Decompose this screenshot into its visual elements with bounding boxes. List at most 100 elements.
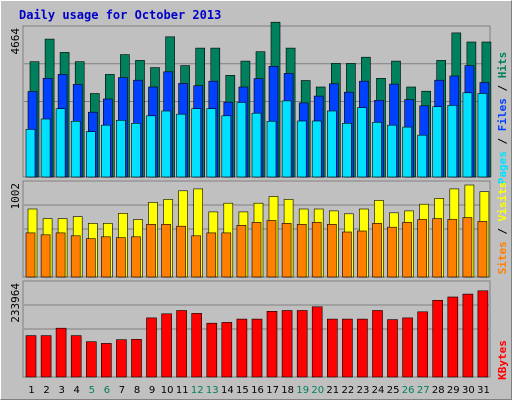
pages-bar-day-28 [432, 106, 443, 178]
kbytes-bar-day-23 [357, 318, 368, 378]
pages-bar-day-6 [101, 124, 111, 178]
x-tick-label-day-3: 3 [59, 385, 65, 396]
pages-bar-day-15 [236, 102, 247, 178]
pages-bar-day-2 [40, 118, 51, 178]
x-tick-label-day-22: 22 [342, 385, 355, 396]
x-tick-label-day-23: 23 [357, 385, 370, 396]
kbytes-bar-day-2 [40, 335, 52, 378]
x-tick-label-day-28: 28 [432, 385, 445, 396]
x-tick-label-day-16: 16 [251, 385, 264, 396]
x-axis-day-labels: 1 2 3 4 5 6 7 8 9 10 11 12 13 14 15 16 17 18 19 20 21 22 23 24 2… [28, 385, 490, 396]
panel-3-legend: KBytes [496, 340, 509, 380]
sites-bar-day-28 [432, 218, 443, 278]
pages-bar-day-10 [161, 110, 171, 178]
kbytes-bar-day-14 [221, 322, 233, 378]
sites-bar-day-5 [86, 238, 96, 278]
pages-bar-day-14 [221, 115, 232, 178]
panel-hits-files-pages: 4664 Pages / Files / Hits [9, 21, 509, 184]
x-tick-label-day-24: 24 [372, 385, 385, 396]
panel-2-ymax-label: 1002 [9, 183, 22, 210]
kbytes-bar-day-27 [417, 311, 429, 378]
sites-bar-day-10 [161, 224, 171, 278]
sites-bar-day-23 [357, 230, 367, 278]
legend-kbytes: KBytes [496, 340, 509, 380]
sites-bar-day-9 [146, 224, 156, 278]
x-tick-label-day-27: 27 [417, 385, 430, 396]
sites-bar-day-21 [326, 224, 337, 278]
pages-bar-day-30 [462, 92, 473, 178]
panel-3-ymax-label: 233964 [9, 283, 22, 323]
legend-visits: Visits [496, 182, 509, 222]
kbytes-bar-day-11 [176, 310, 187, 378]
sites-bar-day-30 [462, 217, 473, 278]
kbytes-bar-day-26 [402, 317, 413, 378]
sites-bar-day-1 [25, 232, 36, 278]
x-tick-label-day-12: 12 [191, 385, 204, 396]
x-tick-label-day-29: 29 [447, 385, 460, 396]
x-tick-label-day-10: 10 [161, 385, 174, 396]
legend-separator: / [496, 221, 509, 241]
kbytes-bar-day-13 [206, 322, 218, 378]
sites-bar-day-7 [116, 237, 126, 278]
pages-bar-day-26 [402, 126, 412, 178]
sites-bar-day-27 [417, 219, 428, 278]
kbytes-bar-day-7 [116, 339, 127, 378]
legend-hits: Hits [496, 52, 509, 79]
kbytes-bar-day-15 [236, 318, 248, 378]
kbytes-bar-day-5 [86, 341, 97, 378]
kbytes-bar-day-4 [70, 335, 82, 378]
pages-bar-day-5 [86, 131, 96, 178]
x-tick-label-day-20: 20 [311, 385, 324, 396]
panel-2-legend: Sites / Visits [496, 182, 509, 275]
x-tick-label-day-6: 6 [104, 385, 110, 396]
sites-bar-day-19 [296, 224, 307, 278]
pages-bar-day-9 [146, 115, 156, 178]
kbytes-bar-day-1 [25, 335, 37, 378]
x-tick-label-day-8: 8 [134, 385, 140, 396]
x-tick-label-day-2: 2 [43, 385, 49, 396]
pages-bar-day-17 [266, 121, 277, 178]
pages-bar-day-24 [372, 122, 382, 178]
kbytes-bar-day-22 [342, 318, 353, 378]
sites-bar-day-8 [131, 236, 141, 278]
kbytes-bar-day-20 [311, 306, 323, 378]
kbytes-bar-day-12 [191, 313, 202, 378]
panel-1-ymax-label: 4664 [9, 28, 22, 55]
x-tick-label-day-26: 26 [402, 385, 415, 396]
x-tick-label-day-17: 17 [266, 385, 279, 396]
panel-visits-sites: 1002 Sites / Visits [9, 180, 509, 278]
sites-bar-day-3 [55, 232, 66, 278]
x-tick-label-day-4: 4 [74, 385, 80, 396]
kbytes-bar-day-31 [477, 290, 489, 378]
sites-bar-day-26 [402, 222, 412, 278]
sites-bar-day-24 [372, 223, 382, 278]
pages-bar-day-31 [477, 93, 488, 178]
x-tick-label-day-25: 25 [387, 385, 400, 396]
pages-bar-day-19 [296, 120, 307, 178]
legend-files: Files [496, 98, 509, 131]
pages-bar-day-13 [206, 108, 217, 178]
sites-bar-day-14 [221, 232, 232, 278]
panel-kbytes: 233964 KBytes [9, 280, 509, 380]
pages-bar-day-8 [131, 123, 141, 178]
panel-3-bars [24, 290, 489, 378]
x-tick-label-day-7: 7 [119, 385, 125, 396]
pages-bar-day-25 [387, 124, 397, 178]
pages-bar-day-1 [25, 129, 36, 178]
chart-title: Daily usage for October 2013 [19, 8, 221, 22]
sites-bar-day-29 [447, 219, 458, 278]
sites-bar-day-11 [176, 225, 186, 278]
kbytes-bar-day-25 [387, 319, 398, 378]
sites-bar-day-13 [206, 232, 217, 278]
pages-bar-day-7 [116, 120, 126, 178]
x-tick-label-day-11: 11 [176, 385, 189, 396]
x-tick-label-day-18: 18 [281, 385, 294, 396]
panel-1-bars [24, 21, 492, 178]
x-tick-label-day-30: 30 [462, 385, 475, 396]
panel-2-bars [24, 184, 490, 278]
x-tick-label-day-15: 15 [236, 385, 249, 396]
x-tick-label-day-5: 5 [89, 385, 95, 396]
legend-sites: Sites [496, 241, 509, 274]
pages-bar-day-22 [342, 123, 352, 178]
